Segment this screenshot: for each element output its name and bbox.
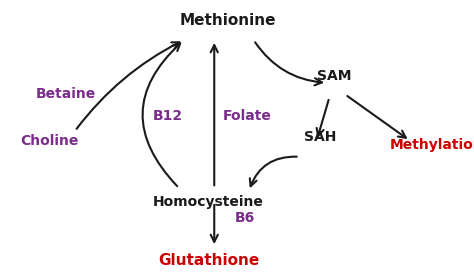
Text: Methylation: Methylation <box>389 138 474 152</box>
Text: B6: B6 <box>235 211 255 225</box>
Text: Betaine: Betaine <box>36 87 97 101</box>
Text: Methionine: Methionine <box>179 13 276 28</box>
Text: Glutathione: Glutathione <box>158 253 259 268</box>
Text: Choline: Choline <box>20 134 79 148</box>
Text: SAM: SAM <box>317 69 351 83</box>
Text: Folate: Folate <box>223 109 272 123</box>
Text: Homocysteine: Homocysteine <box>153 195 264 209</box>
Text: B12: B12 <box>152 109 182 123</box>
Text: SAH: SAH <box>304 129 336 144</box>
